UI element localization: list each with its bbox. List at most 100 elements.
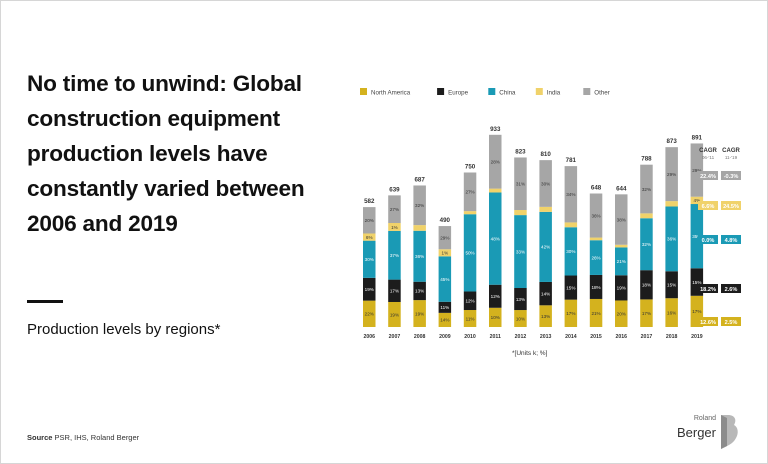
cagr-period-1: 06-'11 [702,155,715,160]
cagr-value-north-america-2: 2.5% [725,320,738,326]
bar-india-2013 [539,206,552,212]
units-note: *[Units k; %] [512,350,548,357]
bar-label-other-2009: 29% [440,235,449,240]
source-note: Source PSR, IHS, Roland Berger [27,433,139,442]
bar-north-america-2011 [489,307,502,327]
cagr-value-india-1: 6.6% [702,204,715,210]
bar-label-other-2007: 27% [390,207,399,212]
headline: No time to unwind: Global construction e… [27,71,305,236]
bar-china-2015 [589,240,603,275]
bar-label-europe-2009: 11% [440,305,449,310]
bar-other-2017 [640,164,653,214]
bar-label-other-2015: 36% [591,213,600,218]
subtitle: Production levels by regions* [27,321,221,338]
bar-europe-2012 [514,288,527,311]
bar-other-2018 [665,147,678,202]
x-tick-2017: 2017 [641,334,653,340]
bar-label-europe-2010: 12% [465,299,474,304]
bar-label-other-2017: 32% [642,187,651,192]
legend-swatch-europe [437,88,445,95]
cagr-cell-bg-north-america-1 [698,317,718,326]
bar-north-america-2013 [539,305,552,327]
x-tick-2015: 2015 [590,334,602,340]
total-label-2014: 781 [566,157,577,164]
bar-label-other-2016: 38% [617,217,626,222]
bar-north-america-2009 [438,312,452,327]
x-tick-2016: 2016 [615,334,627,340]
x-tick-2018: 2018 [666,334,678,340]
bar-india-2019 [690,196,704,205]
bar-label-europe-2016: 19% [617,286,626,291]
bar-europe-2018 [665,271,678,299]
cagr-cell-bg-china-2 [721,235,741,244]
bar-label-europe-2014: 15% [566,285,575,290]
x-tick-2007: 2007 [389,334,401,340]
cagr-value-china-1: 0.0% [702,238,715,244]
total-label-2011: 933 [490,126,501,133]
bar-india-2006 [363,233,376,241]
bar-label-china-2019: 35% [692,234,701,239]
bar-north-america-2007 [388,301,401,327]
bar-other-2012 [514,157,527,211]
bar-label-india-2019: 4% [694,198,701,203]
bar-other-2019 [690,143,704,197]
x-tick-2010: 2010 [464,334,476,340]
cagr-value-other-1: 22.4% [700,174,716,180]
bar-label-europe-2017: 18% [642,283,651,288]
cagr-value-india-2: 24.5% [723,204,739,210]
bar-label-north-america-2017: 17% [642,311,651,316]
legend-swatch-other [583,88,591,95]
legend-swatch-north-america [360,88,367,95]
total-label-2016: 644 [616,185,627,192]
bar-china-2018 [665,206,678,272]
total-label-2012: 823 [515,148,526,155]
bar-india-2009 [438,249,452,257]
bar-china-2017 [640,218,653,271]
x-tick-2006: 2006 [363,334,375,340]
bar-north-america-2006 [363,300,376,327]
bar-label-other-2006: 20% [365,218,374,223]
cagr-header-2: CAGR [722,148,740,154]
bar-europe-2008 [413,281,426,301]
bar-label-other-2019: 29% [692,168,701,173]
bar-label-other-2011: 28% [491,160,500,165]
bar-china-2009 [438,256,452,302]
bar-other-2010 [463,172,477,212]
cagr-period-2: 11-'19 [725,155,738,160]
bar-europe-2013 [539,281,552,306]
bar-europe-2006 [363,277,376,301]
bar-other-2016 [615,194,628,245]
bar-other-2009 [438,226,452,250]
bar-india-2018 [665,201,678,207]
bar-label-north-america-2016: 20% [617,312,626,317]
total-label-2006: 582 [364,198,375,205]
legend-label-india: India [547,90,561,97]
title-divider [27,300,63,303]
bar-india-2007 [388,223,401,231]
bar-other-2007 [388,195,401,224]
bar-north-america-2016 [615,300,628,327]
cagr-cell-bg-china-1 [698,235,718,244]
bar-label-north-america-2013: 13% [541,314,550,319]
bar-label-europe-2007: 17% [390,289,399,294]
legend-label-europe: Europe [448,90,469,97]
x-tick-2012: 2012 [515,334,527,340]
cagr-cell-bg-north-america-2 [721,317,741,326]
bar-label-india-2009: 1% [442,251,449,256]
bar-label-china-2009: 45% [440,277,449,282]
total-label-2013: 810 [540,151,551,158]
bar-other-2013 [539,160,552,207]
bar-label-india-2007: 1% [391,225,398,230]
x-tick-2019: 2019 [691,334,703,340]
total-label-2018: 873 [666,138,677,145]
bar-label-china-2017: 32% [642,242,651,247]
bar-india-2015 [589,237,603,241]
x-tick-2008: 2008 [414,334,426,340]
bar-label-europe-2006: 19% [365,287,374,292]
bar-label-china-2007: 37% [390,253,399,258]
bar-europe-2014 [564,275,578,300]
legend-label-north-america: North America [371,90,411,97]
source-label: Source [27,433,53,442]
cagr-value-europe-2: 2.6% [725,287,738,293]
bar-label-china-2018: 36% [667,237,676,242]
